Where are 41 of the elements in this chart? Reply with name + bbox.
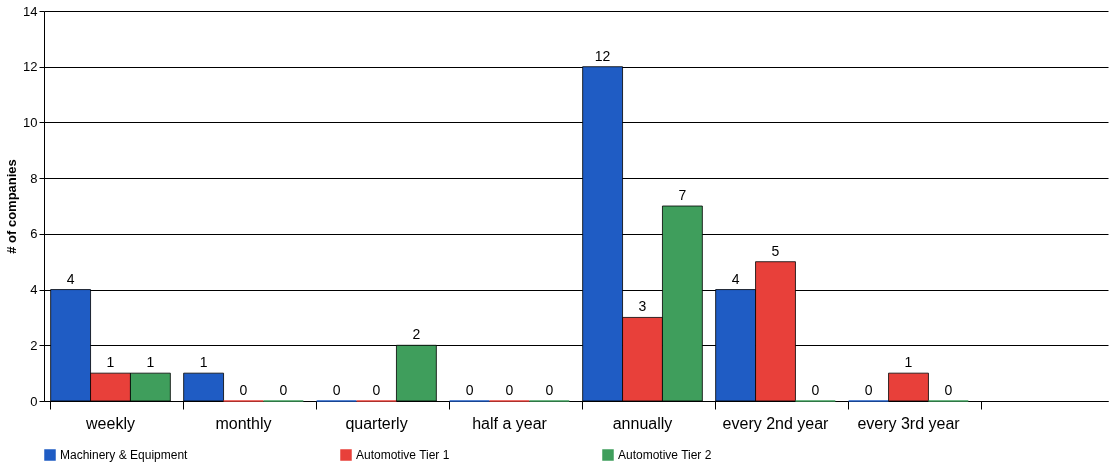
data-label: 0 bbox=[944, 382, 953, 398]
data-label: 12 bbox=[594, 47, 611, 64]
x-tick-label: monthly bbox=[215, 414, 272, 432]
data-label: 0 bbox=[545, 382, 554, 398]
x-tick-label: quarterly bbox=[345, 414, 408, 432]
data-label: 4 bbox=[731, 270, 740, 287]
data-label: 2 bbox=[412, 326, 421, 343]
data-label: 3 bbox=[638, 298, 647, 315]
data-label: 0 bbox=[332, 382, 341, 398]
data-label: 0 bbox=[505, 382, 514, 398]
y-tick-label: 14 bbox=[23, 3, 38, 19]
legend-label: Automotive Tier 2 bbox=[618, 448, 712, 462]
data-label: 0 bbox=[811, 382, 820, 398]
data-label: 0 bbox=[279, 382, 288, 398]
data-label: 1 bbox=[106, 354, 115, 371]
x-tick-label: annually bbox=[612, 414, 673, 432]
data-label: 5 bbox=[771, 242, 780, 259]
x-tick-label: every 2nd year bbox=[722, 414, 830, 432]
y-tick-label: 12 bbox=[23, 59, 38, 75]
y-tick-label: 2 bbox=[30, 337, 38, 353]
x-tick-label: half a year bbox=[472, 414, 548, 432]
data-label: 1 bbox=[904, 354, 913, 371]
data-label: 1 bbox=[199, 354, 208, 371]
data-label: 0 bbox=[372, 382, 381, 398]
x-tick-label: every 3rd year bbox=[857, 414, 961, 432]
data-label: 0 bbox=[864, 382, 873, 398]
y-tick-label: 10 bbox=[23, 114, 38, 130]
y-tick-label: 6 bbox=[30, 226, 38, 242]
data-label: 0 bbox=[239, 382, 248, 398]
data-label: 1 bbox=[146, 354, 155, 371]
data-label: 0 bbox=[465, 382, 474, 398]
legend-label: Machinery & Equipment bbox=[60, 448, 189, 462]
data-label: 4 bbox=[66, 270, 75, 287]
y-tick-label: 8 bbox=[30, 170, 38, 186]
data-label: 7 bbox=[678, 187, 687, 203]
legend-label: Automotive Tier 1 bbox=[356, 448, 450, 462]
bar bbox=[888, 372, 929, 402]
x-tick-label: weekly bbox=[85, 414, 135, 432]
y-tick-label: 4 bbox=[30, 282, 38, 298]
y-tick-label: 0 bbox=[30, 393, 38, 409]
y-axis-title: # of companies bbox=[4, 159, 20, 254]
